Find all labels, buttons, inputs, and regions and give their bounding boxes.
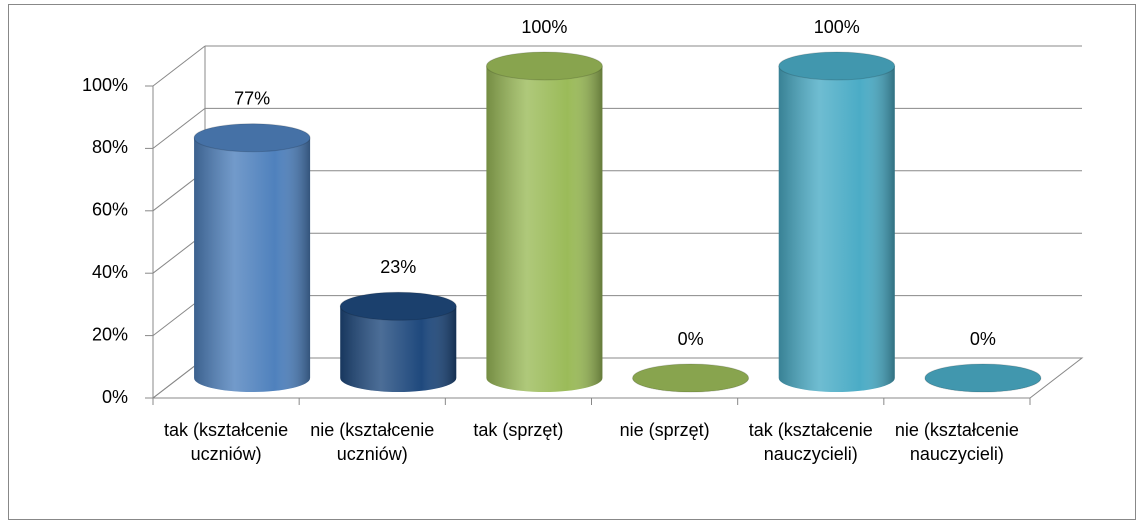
data-label: 77% [234,89,270,109]
x-tick-label: tak (kształcenie uczniów) [164,420,289,464]
x-tick-label: nie (kształcenie nauczycieli) [894,420,1019,464]
y-tick-label: 60% [92,200,128,220]
cylinder [193,123,311,392]
y-tick-label: 100% [82,75,128,95]
side-grid-line [152,108,206,149]
data-label: 0% [970,329,996,349]
data-label: 100% [521,17,567,37]
x-tick-label: tak (sprzęt) [473,420,564,440]
side-grid-line [152,45,206,87]
data-label: 100% [814,17,860,37]
y-tick-label: 80% [92,137,128,157]
x-tick-label: nie (sprzęt) [619,420,710,440]
data-label: 0% [678,329,704,349]
cylinder [924,363,1042,393]
data-label: 23% [380,257,416,277]
cylinder [339,291,457,393]
chart-border [8,4,1136,520]
y-tick-label: 40% [92,262,128,282]
x-tick-label: nie (kształcenie uczniów) [310,420,435,464]
y-tick-label: 0% [102,387,128,407]
y-tick-label: 20% [92,324,128,344]
cylinder [632,363,750,393]
cylinder [485,51,603,392]
cylinder [778,51,896,393]
x-tick-label: tak (kształcenie nauczycieli) [748,420,873,464]
